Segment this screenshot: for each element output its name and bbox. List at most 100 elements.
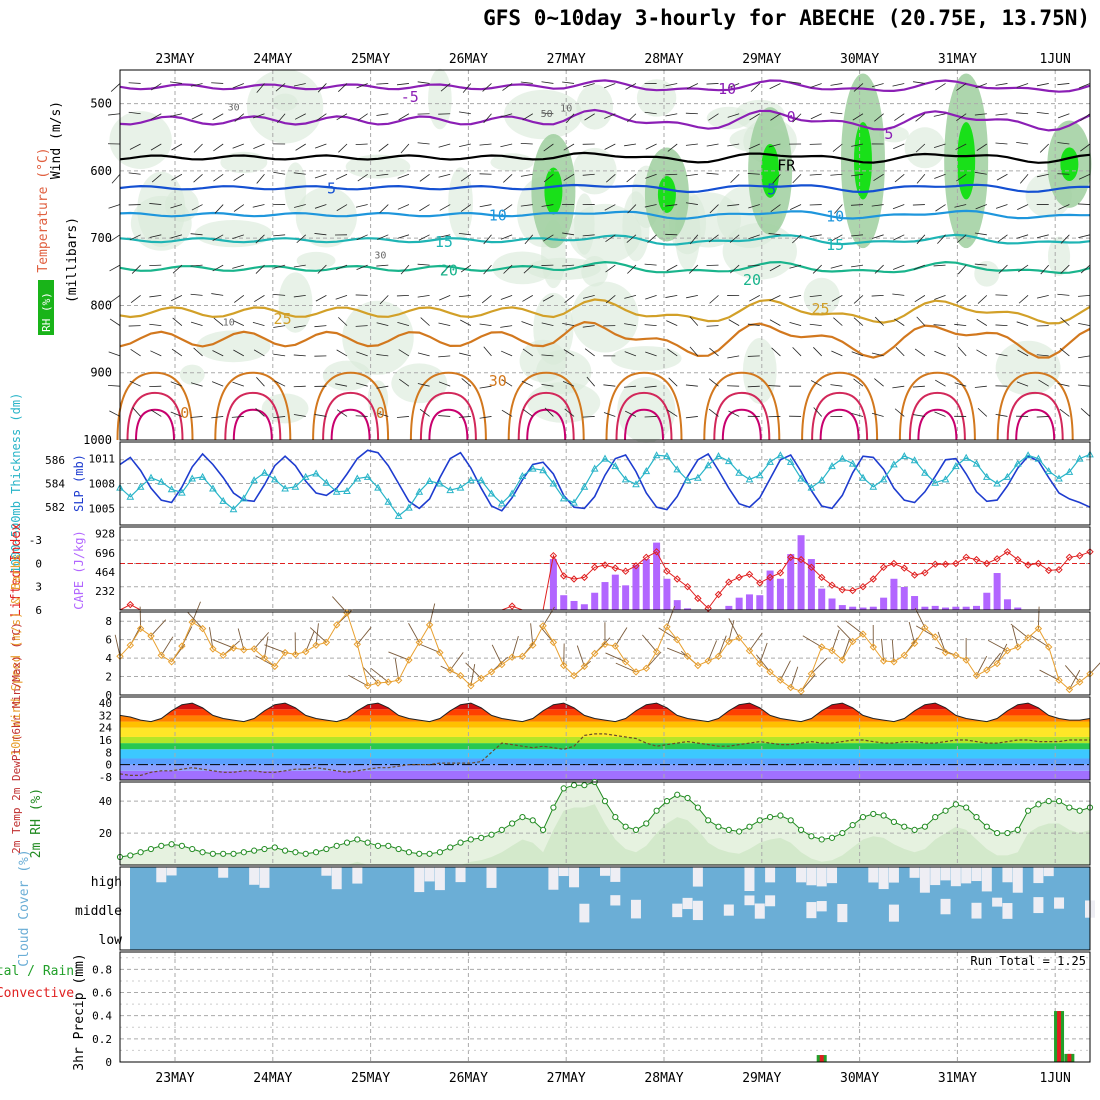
wind-speed-point (632, 668, 640, 676)
wind-barb (317, 264, 327, 274)
wind-axis-label: Wind (m/s) (49, 101, 64, 179)
wind-barb (624, 351, 637, 357)
wind-barb (397, 234, 410, 239)
wind-frame (119, 611, 1091, 696)
wind-barb (685, 202, 698, 205)
wind-barb (584, 113, 595, 121)
lifted-index-point (621, 567, 630, 575)
wind-barb (604, 83, 616, 89)
wind-speed-point (322, 638, 331, 647)
wind-barb (190, 321, 203, 327)
cape-axis-label: CAPE (J/kg) (72, 530, 86, 609)
temperature-bands (120, 703, 1090, 780)
wind-barb (356, 83, 368, 89)
wind-barb (1078, 355, 1091, 359)
slp-point (405, 503, 413, 511)
hot-isotherm-loop (312, 371, 390, 441)
wind-barb (769, 295, 781, 301)
wind-barb (809, 234, 822, 237)
lifted-index-point (817, 573, 826, 582)
rh-point (911, 826, 918, 833)
wind-speed-point (735, 634, 743, 642)
wind-barb (644, 111, 657, 115)
lifted-index-point (611, 564, 620, 572)
surface-wind-barb (800, 674, 816, 692)
cloud-mid-block (816, 901, 827, 912)
wind-speed-point (879, 657, 888, 665)
lifted-index-point (714, 590, 723, 599)
wind-barb (872, 234, 884, 239)
wind-barb (338, 317, 348, 326)
wind-barb (830, 173, 843, 176)
rh-point (859, 814, 867, 821)
cloud-high-block (971, 867, 982, 882)
rh-shade-blob (576, 84, 614, 130)
wind-barb (357, 173, 368, 182)
wind-barb (956, 113, 967, 121)
wind-speed-point (415, 638, 424, 647)
temperature-tick-label: 24 (99, 722, 113, 735)
slp-point (528, 464, 537, 472)
rh-point (302, 850, 309, 857)
slp-point (374, 483, 382, 491)
slp-point (1003, 472, 1012, 480)
precip-tick-label: 0.2 (92, 1033, 112, 1046)
wind-barb (1057, 113, 1070, 119)
slp-point (126, 492, 135, 500)
wind-barb (256, 83, 265, 93)
wind-barb (273, 325, 286, 328)
wind-barb (894, 113, 905, 121)
wind-barb (892, 204, 905, 210)
hot-isotherm-loop (819, 408, 860, 441)
rh-point (395, 845, 402, 853)
wind-barb (871, 83, 884, 88)
rh-shade-blob (345, 154, 411, 179)
wind-barb (417, 263, 430, 266)
rh-point (684, 794, 691, 802)
wind-barb (396, 294, 409, 297)
wind-barb (149, 203, 162, 205)
cloud-mid-block (888, 904, 899, 922)
wind-barb (1018, 264, 1029, 273)
temperature-band (120, 758, 1090, 765)
rh-shade-blob (568, 203, 642, 264)
wind-barb (109, 264, 121, 272)
wind-barb (729, 234, 740, 243)
cape-bar (560, 595, 568, 610)
cloud-high-block (1043, 867, 1054, 877)
wind-panel (114, 596, 1100, 696)
slp-point (642, 467, 651, 475)
wind-barb (729, 264, 740, 274)
wind-barb (955, 143, 967, 150)
rh-contour-label: 30 (374, 250, 386, 261)
wind-barb (727, 204, 740, 207)
wind-barb (458, 294, 471, 298)
wind-barb (256, 174, 265, 184)
precip-tick-label: 0 (105, 1056, 112, 1069)
wind-barb (131, 264, 141, 274)
wind-barb (170, 411, 183, 417)
slp-line (119, 453, 1091, 517)
rh-shade-blob (571, 281, 639, 353)
isotherm-label: 20 (743, 271, 761, 289)
wind-barb (685, 384, 698, 387)
wind-barb (995, 113, 1008, 116)
precip-tick-label: 0.8 (92, 963, 112, 976)
wind-barb (253, 143, 265, 149)
lifted-index-point (601, 561, 609, 569)
wind-barb (314, 204, 327, 209)
wind-barb (1036, 83, 1049, 87)
isotherm-label: 25 (274, 310, 292, 328)
wind-barb (562, 381, 575, 387)
slp-tick-label: 1005 (89, 502, 116, 515)
wind-barb (379, 295, 389, 305)
precip-convective-legend: Convective (0, 986, 74, 1001)
cloud-high-block (1002, 867, 1013, 883)
slp-point (363, 472, 372, 480)
wind-speed-point (188, 618, 196, 626)
cloud-mid-block (682, 897, 693, 910)
wind-speed-point (271, 662, 279, 671)
wind-barb (1057, 83, 1070, 86)
wind-barb (109, 318, 121, 326)
pressure-tick-label: 600 (90, 164, 112, 178)
